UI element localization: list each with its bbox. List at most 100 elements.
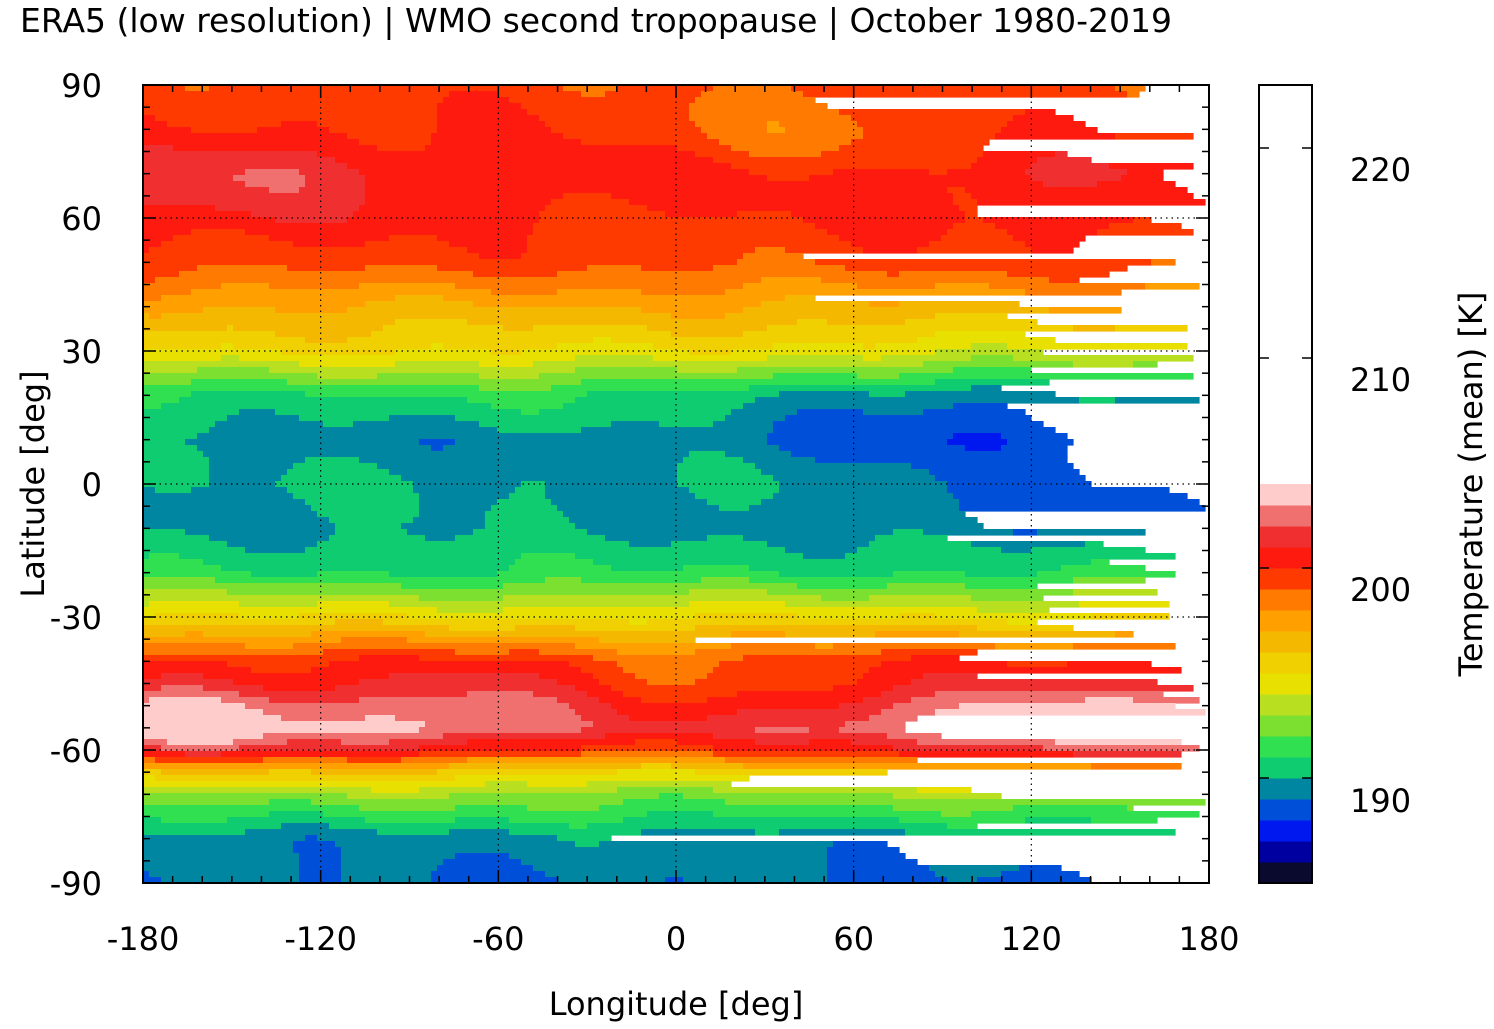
heatmap-cell [395, 361, 480, 368]
heatmap-cell [455, 805, 528, 812]
heatmap-cell [1007, 439, 1074, 446]
x-axis-label: Longitude [deg] [549, 985, 804, 1023]
heatmap-cell [1097, 229, 1194, 236]
heatmap-cell [881, 691, 936, 698]
heatmap-cell [869, 391, 906, 398]
heatmap-cell [305, 391, 588, 398]
heatmap-cell [677, 739, 756, 746]
heatmap-cell [143, 775, 156, 782]
heatmap-cell [779, 445, 966, 452]
heatmap-cell [365, 241, 450, 248]
heatmap-cell [917, 247, 1032, 254]
heatmap-cell [545, 493, 696, 500]
x-tick-label: -60 [472, 920, 524, 958]
heatmap-cell [245, 703, 570, 710]
heatmap-cell [359, 169, 750, 176]
heatmap-cell [203, 685, 264, 692]
heatmap-cell [185, 529, 336, 536]
heatmap-cell [965, 187, 1188, 194]
heatmap-cell [299, 613, 408, 620]
heatmap-cell [443, 445, 780, 452]
heatmap-cell [527, 781, 588, 788]
heatmap-cell [143, 475, 210, 482]
heatmap-cell [707, 133, 864, 140]
heatmap-cell [851, 739, 918, 746]
y-axis-label: Latitude [deg] [14, 370, 52, 597]
heatmap-cell [341, 637, 408, 644]
heatmap-cell [143, 361, 300, 368]
heatmap-cell [239, 691, 468, 698]
heatmap-cell [143, 769, 162, 776]
heatmap-cell [251, 571, 318, 578]
heatmap-cell [203, 559, 516, 566]
heatmap-cell [509, 817, 624, 824]
heatmap-cell [833, 643, 996, 650]
heatmap-cell [143, 499, 306, 506]
heatmap-cell [695, 121, 768, 128]
heatmap-cell [545, 205, 648, 212]
heatmap-cell [419, 751, 582, 758]
heatmap-cell [143, 289, 192, 296]
heatmap-cell [689, 103, 828, 110]
heatmap-cell [149, 697, 222, 704]
heatmap-cell [839, 109, 1026, 116]
y-tick-label: -60 [50, 732, 102, 770]
heatmap-cell [893, 703, 960, 710]
heatmap-cell [677, 481, 780, 488]
heatmap-cell [935, 475, 1086, 482]
heatmap-cell [365, 193, 564, 200]
heatmap-cell [653, 343, 774, 350]
heatmap-cell [695, 769, 888, 776]
heatmap-cell [485, 517, 570, 524]
heatmap-cell [143, 427, 210, 434]
heatmap-cell [395, 319, 468, 326]
heatmap-cell [449, 625, 516, 632]
heatmap-cell [581, 379, 936, 386]
heatmap-cell [467, 397, 576, 404]
heatmap-cell [143, 265, 198, 272]
heatmap-cell [851, 241, 930, 248]
heatmap-cell [743, 763, 1092, 770]
heatmap-cell [875, 343, 972, 350]
heatmap-cell [539, 409, 732, 416]
heatmap-cell [251, 211, 354, 218]
heatmap-cell [725, 757, 918, 764]
heatmap-cell [191, 487, 288, 494]
heatmap-cell [671, 763, 744, 770]
heatmap-cell [833, 685, 894, 692]
heatmap-cell [557, 343, 654, 350]
heatmap-cell [1145, 283, 1200, 290]
heatmap-cell [695, 97, 816, 104]
heatmap-cell [923, 673, 978, 680]
x-tick-label: 180 [1178, 920, 1239, 958]
heatmap-cell [611, 193, 954, 200]
heatmap-cell [293, 643, 576, 650]
heatmap-cell [395, 715, 582, 722]
heatmap-cell [965, 445, 1002, 452]
heatmap-cell [779, 391, 870, 398]
heatmap-cell [269, 697, 360, 704]
heatmap-cell [707, 697, 864, 704]
heatmap-cell [767, 325, 1074, 332]
heatmap-cell [743, 283, 858, 290]
heatmap-cell [521, 409, 540, 416]
heatmap-cell [143, 235, 174, 242]
heatmap-cell [419, 655, 594, 662]
heatmap-cell [143, 259, 738, 266]
heatmap-cell [587, 823, 948, 830]
heatmap-cell [521, 481, 546, 488]
heatmap-cell [161, 769, 270, 776]
heatmap-cell [491, 403, 564, 410]
heatmap-cell [149, 313, 162, 320]
heatmap-cell [755, 829, 780, 836]
heatmap-cell [287, 739, 342, 746]
heatmap-cell [791, 85, 1116, 92]
heatmap-cell [857, 121, 1008, 128]
heatmap-cell [779, 571, 894, 578]
heatmap-cell [971, 595, 1044, 602]
heatmap-cell [161, 817, 228, 824]
heatmap-cell [527, 247, 756, 254]
heatmap-cell [317, 541, 630, 548]
heatmap-cell [731, 631, 786, 638]
heatmap-cell [581, 715, 630, 722]
